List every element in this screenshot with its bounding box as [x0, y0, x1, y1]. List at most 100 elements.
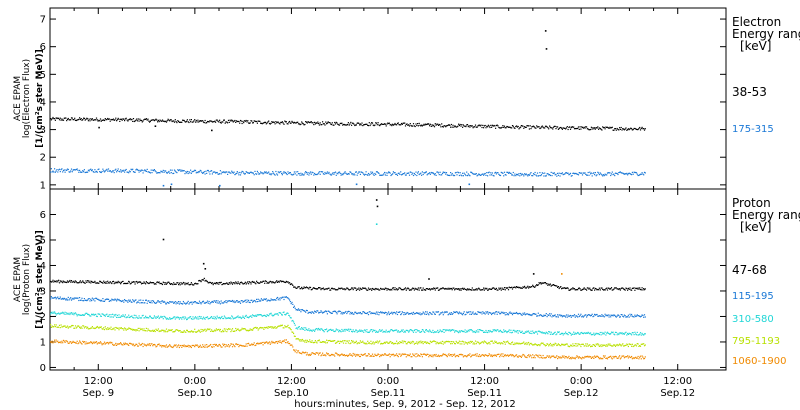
data-point — [289, 122, 291, 124]
data-point — [217, 345, 219, 347]
data-point — [391, 311, 393, 313]
data-point — [493, 287, 495, 289]
data-point — [235, 172, 238, 174]
data-point — [450, 329, 452, 331]
data-point — [165, 331, 167, 333]
data-point — [470, 341, 473, 343]
data-point — [579, 333, 581, 335]
data-point — [81, 171, 83, 173]
legend-title-line: Energy range — [732, 27, 800, 41]
data-point — [66, 326, 68, 328]
data-point — [556, 285, 558, 287]
data-point — [227, 300, 230, 302]
data-point — [285, 313, 287, 315]
data-point — [156, 345, 158, 347]
data-point — [371, 342, 374, 344]
data-point — [255, 326, 257, 328]
data-point — [596, 127, 598, 129]
data-point — [59, 327, 61, 329]
data-point — [365, 331, 367, 333]
data-point — [437, 331, 440, 334]
data-point — [288, 298, 290, 300]
data-point — [171, 346, 173, 348]
data-point — [205, 316, 207, 319]
data-point — [531, 126, 533, 128]
data-point — [453, 175, 455, 177]
data-point — [412, 174, 415, 177]
data-point — [230, 281, 232, 283]
data-point — [258, 173, 260, 175]
data-point — [481, 341, 483, 343]
data-point — [149, 171, 151, 173]
data-point — [626, 334, 628, 336]
data-point — [621, 344, 623, 346]
data-point — [80, 118, 82, 120]
data-point — [618, 314, 620, 317]
data-point — [158, 121, 160, 123]
data-point — [342, 124, 344, 126]
data-point — [184, 302, 186, 304]
data-point — [486, 287, 488, 289]
data-point — [153, 282, 155, 284]
data-point — [135, 330, 137, 332]
data-point — [614, 287, 616, 289]
data-point — [239, 302, 242, 304]
data-point — [526, 286, 528, 288]
data-point — [206, 300, 209, 302]
data-point — [499, 313, 501, 315]
data-point — [606, 289, 609, 291]
data-point — [229, 317, 231, 319]
data-point — [273, 327, 275, 329]
data-point — [56, 341, 58, 343]
data-point — [301, 340, 303, 342]
data-point — [482, 330, 484, 332]
data-point — [359, 171, 361, 173]
data-point — [623, 345, 625, 347]
data-point — [467, 289, 469, 291]
data-point — [406, 343, 408, 345]
data-point — [372, 329, 374, 331]
data-point — [322, 329, 324, 331]
data-point — [140, 119, 143, 122]
data-point — [411, 312, 413, 314]
data-point — [635, 334, 638, 336]
data-point — [355, 287, 357, 289]
data-point — [108, 300, 110, 302]
data-point — [624, 315, 626, 317]
data-point — [102, 298, 104, 300]
data-point — [240, 344, 242, 347]
data-point — [198, 120, 201, 122]
data-point — [517, 332, 519, 334]
data-point — [90, 327, 92, 329]
data-point — [203, 277, 205, 279]
data-point — [204, 119, 206, 122]
data-point — [401, 289, 403, 291]
data-point — [258, 328, 260, 330]
data-point — [379, 329, 381, 331]
data-point — [124, 314, 126, 316]
data-point — [205, 346, 207, 348]
data-point — [268, 173, 271, 175]
data-point — [641, 172, 643, 174]
data-point — [527, 175, 529, 177]
data-point — [91, 343, 93, 345]
data-point — [224, 172, 226, 174]
data-point — [386, 314, 388, 316]
data-point — [643, 314, 646, 316]
data-point — [485, 288, 487, 290]
data-point — [409, 171, 411, 173]
data-point — [116, 343, 118, 345]
data-point — [168, 281, 170, 283]
data-point — [539, 345, 541, 347]
data-point — [314, 353, 316, 355]
data-point — [255, 283, 257, 285]
x-tick-label-time: 12:00 — [663, 376, 692, 387]
data-point — [119, 316, 121, 318]
data-point — [302, 287, 304, 289]
data-point — [107, 282, 110, 284]
data-point — [512, 286, 514, 289]
data-point — [595, 343, 597, 345]
data-point — [102, 119, 104, 121]
data-point — [396, 331, 399, 333]
data-point — [165, 317, 167, 319]
